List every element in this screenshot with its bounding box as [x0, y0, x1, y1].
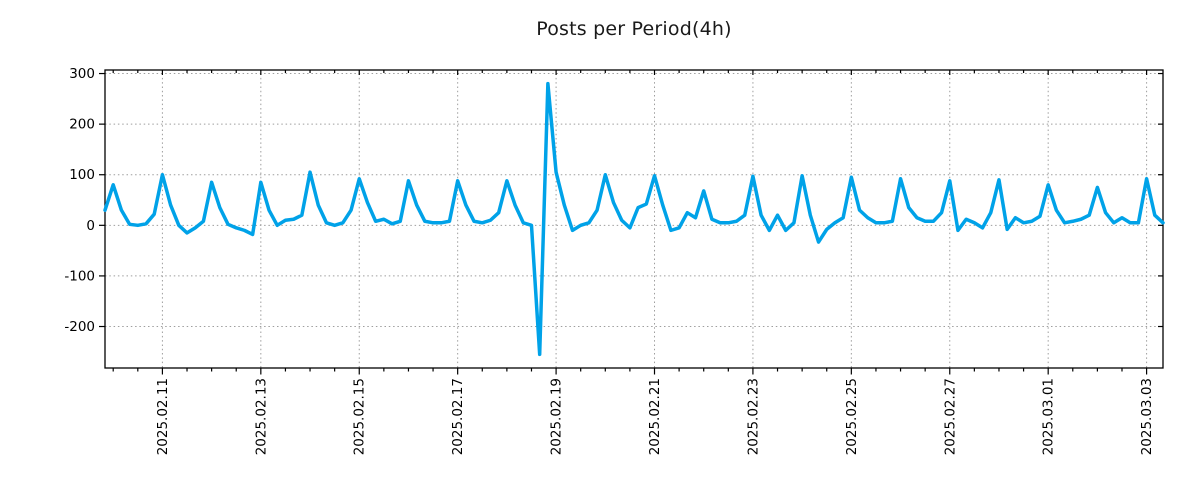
x-tick-label: 2025.02.25 [844, 378, 860, 455]
x-tick-label: 2025.02.13 [253, 378, 269, 455]
y-tick-label: 100 [69, 167, 95, 183]
chart-title: Posts per Period(4h) [536, 18, 732, 40]
plot-border [104, 69, 1164, 369]
y-tick-label: 300 [69, 66, 95, 82]
y-tick-label: -200 [64, 319, 95, 335]
x-tick-label: 2025.02.27 [942, 378, 958, 455]
y-tick-label: -100 [64, 268, 95, 284]
x-tick-label: 2025.02.23 [745, 378, 761, 455]
y-tick-label: 200 [69, 117, 95, 133]
x-tick-label: 2025.02.19 [549, 378, 565, 455]
x-tick-label: 2025.02.17 [450, 378, 466, 455]
x-tick-label: 2025.02.15 [352, 378, 368, 455]
y-tick-label: 0 [86, 218, 95, 234]
x-tick-label: 2025.03.03 [1139, 378, 1155, 455]
series-line [103, 81, 1165, 357]
x-tick-label: 2025.03.01 [1041, 378, 1057, 455]
x-tick-label: 2025.02.21 [647, 378, 663, 455]
x-tick-label: 2025.02.11 [155, 378, 171, 455]
